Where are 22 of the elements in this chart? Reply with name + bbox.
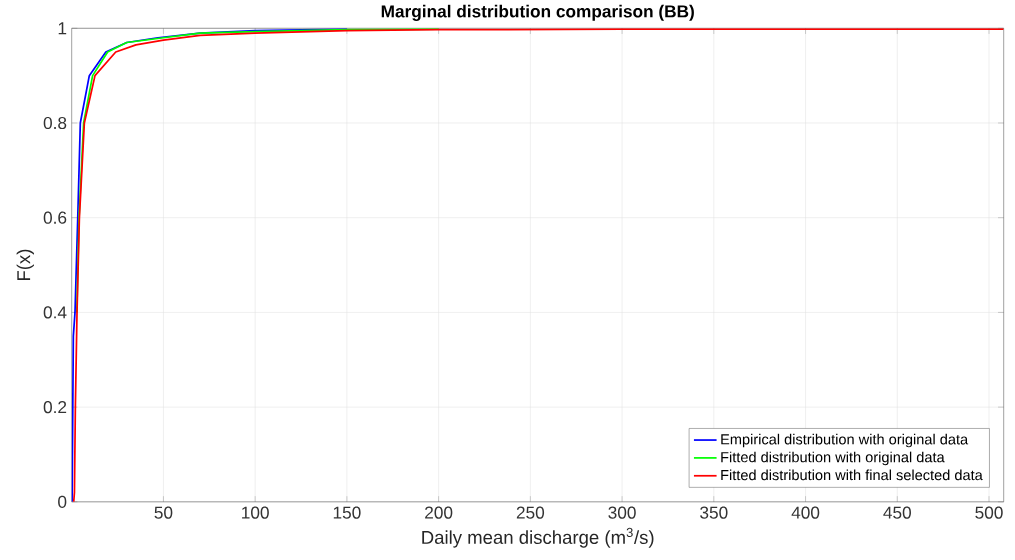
x-tick-label: 100 bbox=[242, 506, 269, 519]
x-tick-label: 450 bbox=[883, 506, 911, 519]
x-tick-label: 400 bbox=[791, 506, 820, 519]
y-tick-label: 0.2 bbox=[43, 400, 67, 414]
x-tick-label: 250 bbox=[516, 506, 545, 519]
y-tick-label: 0 bbox=[58, 495, 67, 508]
x-tick-label: 150 bbox=[333, 506, 361, 519]
legend-label: Fitted distribution with final selected data bbox=[721, 469, 983, 481]
y-axis-title: F(x) bbox=[16, 249, 34, 280]
y-tick-label: 0.4 bbox=[43, 306, 67, 319]
chart-title: Marginal distribution comparison (BB) bbox=[381, 4, 694, 21]
x-tick-label: 300 bbox=[608, 506, 636, 519]
x-tick-label: 350 bbox=[700, 506, 728, 519]
x-tick-label: 500 bbox=[975, 506, 1003, 519]
y-tick-label: 0.8 bbox=[43, 116, 67, 129]
x-axis-title: Daily mean discharge (m$^{3}$/s) bbox=[422, 527, 654, 548]
x-tick-label: 50 bbox=[154, 506, 173, 519]
y-tick-label: 0.6 bbox=[43, 211, 67, 224]
y-tick-label: 1 bbox=[58, 22, 67, 35]
legend-label: Empirical distribution with original data bbox=[721, 433, 969, 448]
legend-label: Fitted distribution with original data bbox=[721, 451, 945, 466]
x-tick-label: 200 bbox=[425, 506, 453, 519]
